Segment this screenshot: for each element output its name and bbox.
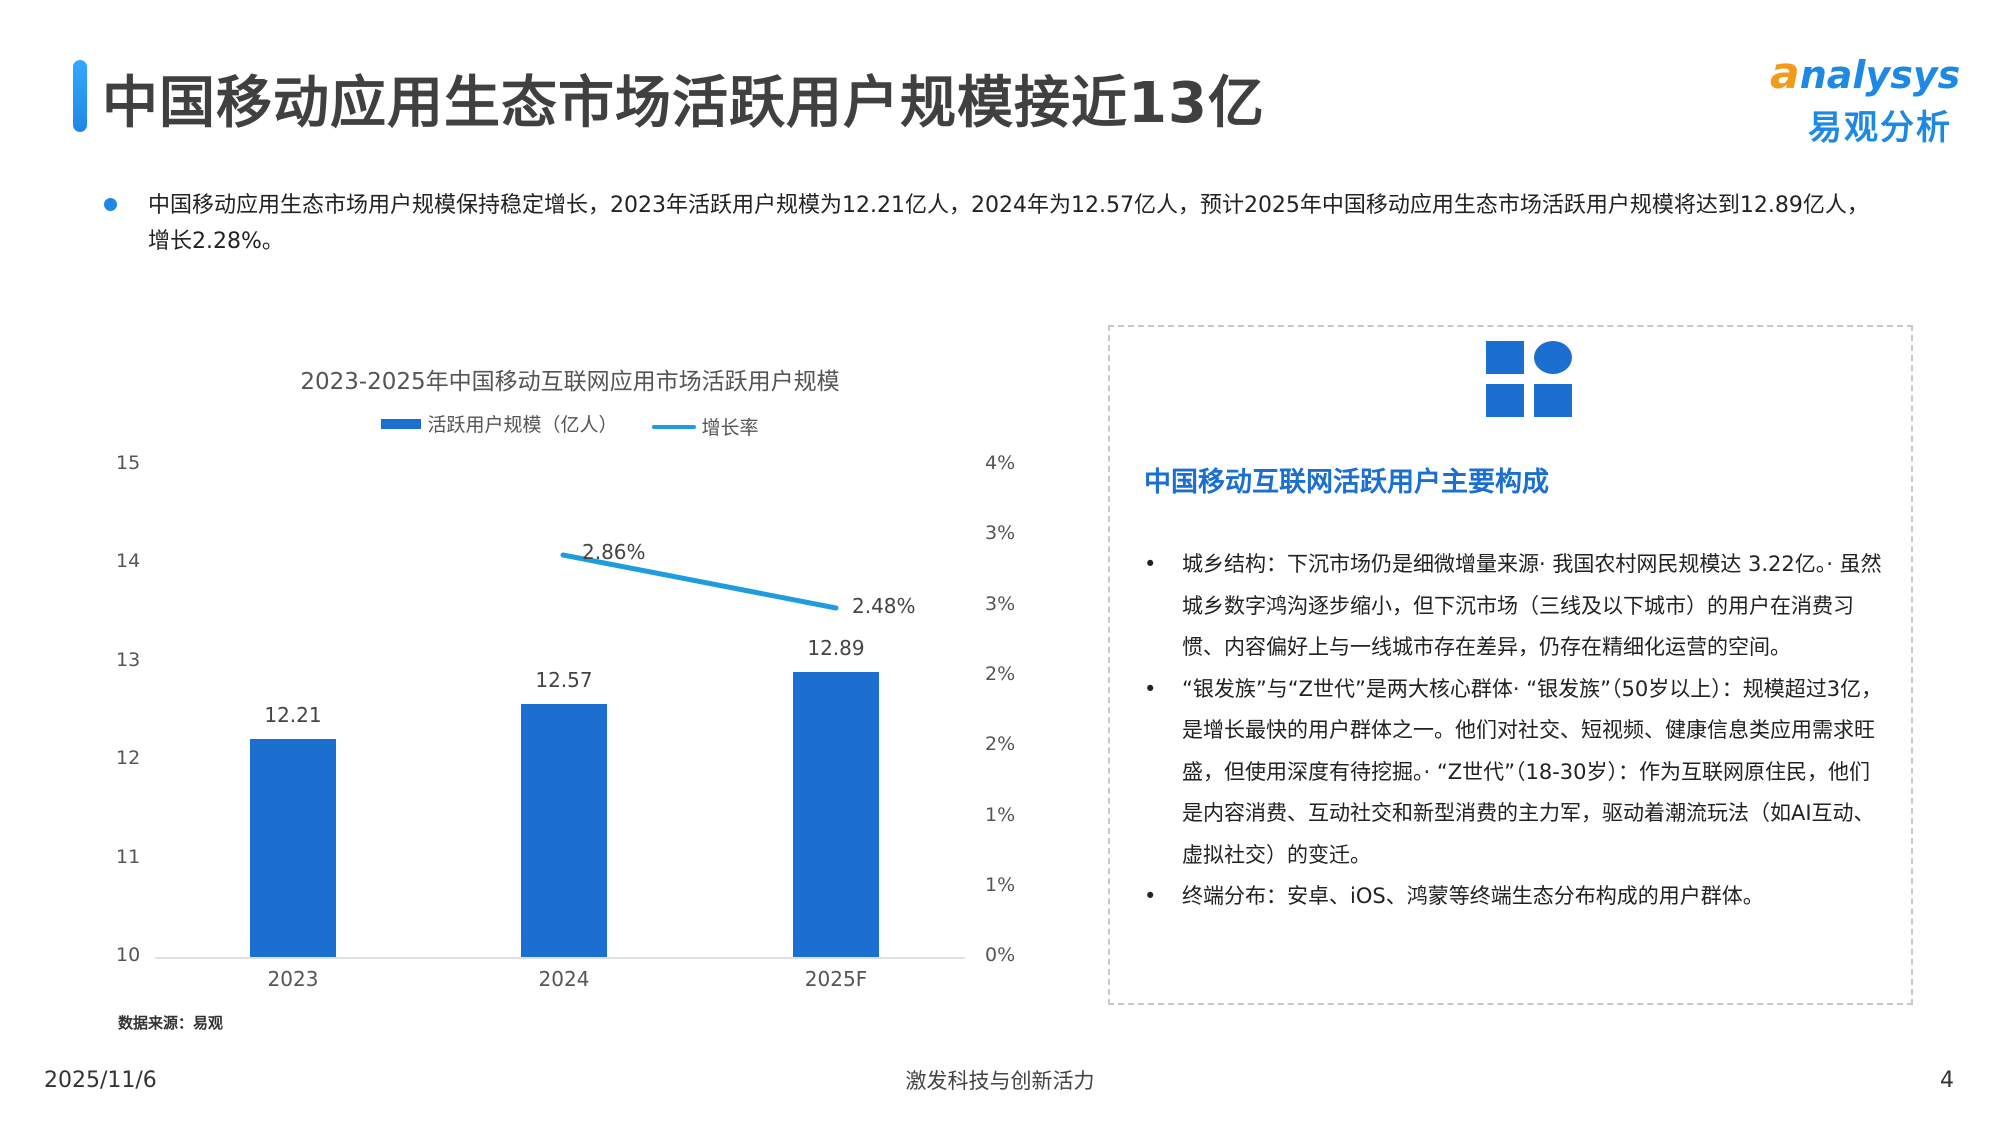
logo-wordmark: analysys: [1770, 48, 1960, 99]
panel-title: 中国移动互联网活跃用户主要构成: [1144, 467, 1549, 498]
x-axis-label: 2023: [267, 967, 319, 991]
legend-item-line: 增长率: [651, 413, 759, 440]
bullet-icon: •: [1144, 884, 1157, 908]
legend-label: 增长率: [701, 417, 759, 439]
left-axis-tick: 12: [116, 747, 141, 769]
left-axis-tick: 11: [116, 846, 141, 868]
icon-square: [1486, 384, 1524, 417]
right-axis-tick: 1%: [985, 804, 1016, 826]
footer-date: 2025/11/6: [44, 1068, 157, 1093]
left-axis-tick: 10: [116, 944, 141, 966]
summary-bullet: 中国移动应用生态市场用户规模保持稳定增长，2023年活跃用户规模为12.21亿人…: [100, 188, 1880, 260]
user-composition-panel: 中国移动互联网活跃用户主要构成 • 城乡结构：下沉市场仍是细微增量来源· 我国农村…: [1108, 325, 1913, 1005]
right-axis-tick: 2%: [985, 663, 1016, 685]
rate-value-label: 2.86%: [582, 540, 646, 564]
right-axis-tick: 3%: [985, 522, 1016, 544]
page-number: 4: [1940, 1068, 1954, 1093]
bar-value-label: 12.21: [264, 703, 322, 727]
x-axis-label: 2024: [538, 967, 590, 991]
page-title: 中国移动应用生态市场活跃用户规模接近13亿: [102, 71, 1265, 136]
summary-text: 中国移动应用生态市场用户规模保持稳定增长，2023年活跃用户规模为12.21亿人…: [148, 193, 1869, 254]
bar-value-label: 12.57: [535, 668, 593, 692]
left-axis-tick: 13: [116, 649, 141, 671]
left-axis-tick: 14: [116, 550, 141, 572]
bullet-dot-icon: [104, 198, 117, 211]
legend-item-bar: 活跃用户规模（亿人）: [381, 410, 617, 437]
analysys-logo: analysys 易观分析: [1770, 48, 1970, 148]
icon-square: [1534, 384, 1572, 417]
user-scale-chart: 2023-2025年中国移动互联网应用市场活跃用户规模 活跃用户规模（亿人） 增…: [90, 350, 1050, 1050]
x-axis-line: [155, 957, 965, 959]
grid-shapes-icon: [1486, 341, 1576, 419]
bar-2024: [521, 704, 607, 957]
chart-legend: 活跃用户规模（亿人） 增长率: [90, 410, 1050, 440]
logo-swoosh-a: a: [1770, 48, 1800, 99]
logo-chinese-name: 易观分析: [1808, 108, 1952, 148]
bullet-icon: •: [1144, 552, 1157, 576]
footer-slogan: 激发科技与创新活力: [905, 1069, 1095, 1093]
right-axis-tick: 4%: [985, 452, 1016, 474]
list-item-text: “银发族”与“Z世代”是两大核心群体· “银发族”（50岁以上）：规模超过3亿，…: [1182, 676, 1883, 867]
list-item: • 终端分布：安卓、iOS、鸿蒙等终端生态分布构成的用户群体。: [1144, 876, 1884, 918]
left-axis-tick: 15: [116, 452, 141, 474]
chart-title: 2023-2025年中国移动互联网应用市场活跃用户规模: [300, 369, 840, 395]
icon-square: [1486, 341, 1524, 374]
legend-label: 活跃用户规模（亿人）: [427, 414, 618, 436]
list-item: • 城乡结构：下沉市场仍是细微增量来源· 我国农村网民规模达 3.22亿。· 虽然…: [1144, 544, 1884, 669]
line-swatch-icon: [651, 424, 696, 429]
x-axis-label: 2025F: [804, 967, 868, 991]
logo-wordmark-rest: nalysys: [1799, 53, 1961, 97]
growth-rate-line: [560, 552, 839, 611]
bar-swatch-icon: [381, 418, 422, 429]
right-axis-tick: 3%: [985, 593, 1016, 615]
bar-2025f: [793, 672, 879, 957]
bullet-icon: •: [1144, 676, 1157, 701]
icon-circle: [1534, 341, 1572, 374]
data-source: 数据来源：易观: [118, 1014, 224, 1032]
list-item-text: 终端分布：安卓、iOS、鸿蒙等终端生态分布构成的用户群体。: [1182, 884, 1764, 908]
right-axis-tick: 1%: [985, 874, 1016, 896]
right-axis-tick: 0%: [985, 944, 1016, 966]
title-accent-bar: [73, 60, 87, 132]
bar-2023: [250, 739, 336, 957]
right-axis-tick: 2%: [985, 733, 1016, 755]
rate-value-label: 2.48%: [852, 594, 916, 618]
list-item-text: 城乡结构：下沉市场仍是细微增量来源· 我国农村网民规模达 3.22亿。· 虽然城…: [1182, 552, 1882, 659]
composition-list: • 城乡结构：下沉市场仍是细微增量来源· 我国农村网民规模达 3.22亿。· 虽然…: [1144, 544, 1884, 918]
list-item: • “银发族”与“Z世代”是两大核心群体· “银发族”（50岁以上）：规模超过3亿…: [1144, 669, 1884, 877]
bar-value-label: 12.89: [807, 636, 865, 660]
